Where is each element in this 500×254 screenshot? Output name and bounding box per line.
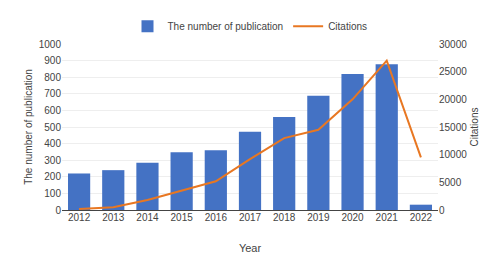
svg-text:600: 600	[44, 105, 61, 116]
svg-text:20000: 20000	[439, 94, 467, 105]
svg-text:1000: 1000	[39, 39, 62, 50]
svg-text:10000: 10000	[439, 149, 467, 160]
svg-text:25000: 25000	[439, 66, 467, 77]
svg-text:Year: Year	[239, 242, 262, 254]
svg-text:2016: 2016	[205, 212, 228, 223]
svg-text:The number of publication: The number of publication	[23, 69, 34, 185]
svg-text:2019: 2019	[307, 212, 330, 223]
svg-text:15000: 15000	[439, 122, 467, 133]
svg-text:2022: 2022	[410, 212, 433, 223]
svg-text:2021: 2021	[376, 212, 399, 223]
svg-text:700: 700	[44, 88, 61, 99]
svg-text:2015: 2015	[171, 212, 194, 223]
svg-text:400: 400	[44, 138, 61, 149]
svg-text:2018: 2018	[273, 212, 296, 223]
svg-text:0: 0	[55, 205, 61, 216]
svg-text:900: 900	[44, 55, 61, 66]
svg-text:30000: 30000	[439, 39, 467, 50]
svg-text:2012: 2012	[68, 212, 91, 223]
svg-text:200: 200	[44, 171, 61, 182]
svg-text:Citations: Citations	[469, 108, 480, 147]
svg-text:500: 500	[44, 122, 61, 133]
svg-text:0: 0	[439, 205, 445, 216]
svg-text:2020: 2020	[341, 212, 364, 223]
svg-text:Citations: Citations	[328, 21, 367, 32]
svg-text:300: 300	[44, 155, 61, 166]
svg-text:800: 800	[44, 72, 61, 83]
svg-text:The number of publication: The number of publication	[168, 21, 284, 32]
svg-text:5000: 5000	[439, 177, 462, 188]
svg-text:100: 100	[44, 188, 61, 199]
svg-text:2013: 2013	[102, 212, 125, 223]
svg-text:2014: 2014	[136, 212, 159, 223]
svg-text:2017: 2017	[239, 212, 262, 223]
